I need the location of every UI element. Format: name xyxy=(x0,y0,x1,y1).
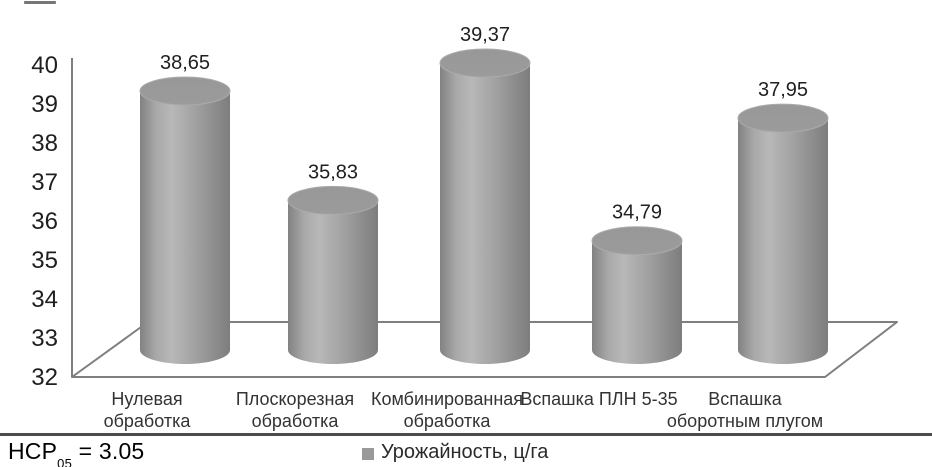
y-tick-label-35: 35 xyxy=(31,247,58,274)
category-label-2: Плоскорезная xyxy=(236,389,354,409)
category-label-2: обработка xyxy=(252,411,340,431)
category-label-3: Комбинированная xyxy=(371,389,523,409)
y-tick-label-37: 37 xyxy=(31,169,58,196)
legend-series-label: Урожайность, ц/га xyxy=(381,441,549,463)
category-label-1: Нулевая xyxy=(111,389,182,409)
cylinder-cap xyxy=(439,48,531,78)
y-tick-label-36: 36 xyxy=(31,208,58,235)
category-label-4: Вспашка ПЛН 5-35 xyxy=(520,389,677,409)
y-tick-label-34: 34 xyxy=(31,286,58,313)
value-label-4: 34,79 xyxy=(612,202,662,224)
value-label-2: 35,83 xyxy=(308,161,358,183)
scan-artifact-dash xyxy=(24,1,56,4)
cylinder-body xyxy=(592,240,682,364)
category-label-5: оборотным плугом xyxy=(667,411,823,431)
category-label-1: обработка xyxy=(104,411,192,431)
cylinder-cap xyxy=(287,185,379,215)
cylinder-cap xyxy=(737,103,829,133)
chart-legend: Урожайность, ц/га xyxy=(362,441,548,464)
cylinder-cap xyxy=(591,226,683,256)
cylinder-body xyxy=(738,118,828,364)
value-label-5: 37,95 xyxy=(758,79,808,101)
hcp-value: = 3.05 xyxy=(72,438,145,464)
legend-marker-square xyxy=(362,447,374,460)
yield-bar-chart: 32 33 34 35 36 37 38 39 40 38,65 35,83 39,37 34,79 37… xyxy=(31,24,898,431)
hcp05-annotation: НСР05 = 3.05 xyxy=(8,438,144,467)
hcp-subscript: 05 xyxy=(57,455,73,467)
chart-svg: 32 33 34 35 36 37 38 39 40 38,65 35,83 39,37 34,79 37… xyxy=(31,24,898,431)
y-tick-label-38: 38 xyxy=(31,130,58,157)
footer-divider xyxy=(0,433,932,436)
chart-floor xyxy=(71,321,898,378)
value-label-3: 39,37 xyxy=(460,24,510,46)
cylinder-bar-2 xyxy=(287,185,379,364)
cylinder-bar-4 xyxy=(591,226,683,364)
y-tick-label-33: 33 xyxy=(31,325,58,352)
cylinder-bar-3 xyxy=(439,48,531,364)
cylinder-bar-1 xyxy=(139,76,231,364)
category-label-3: обработка xyxy=(404,411,492,431)
category-label-5: Вспашка xyxy=(708,389,782,409)
cylinder-body xyxy=(440,63,530,364)
y-tick-label-39: 39 xyxy=(31,91,58,118)
hcp-prefix: НСР xyxy=(8,438,58,464)
cylinder-body xyxy=(288,200,378,364)
y-tick-label-40: 40 xyxy=(31,52,58,79)
y-tick-label-32: 32 xyxy=(31,364,58,391)
cylinder-body xyxy=(140,90,230,364)
cylinder-cap xyxy=(139,76,231,106)
cylinder-bar-5 xyxy=(737,103,829,364)
value-label-1: 38,65 xyxy=(160,52,210,74)
